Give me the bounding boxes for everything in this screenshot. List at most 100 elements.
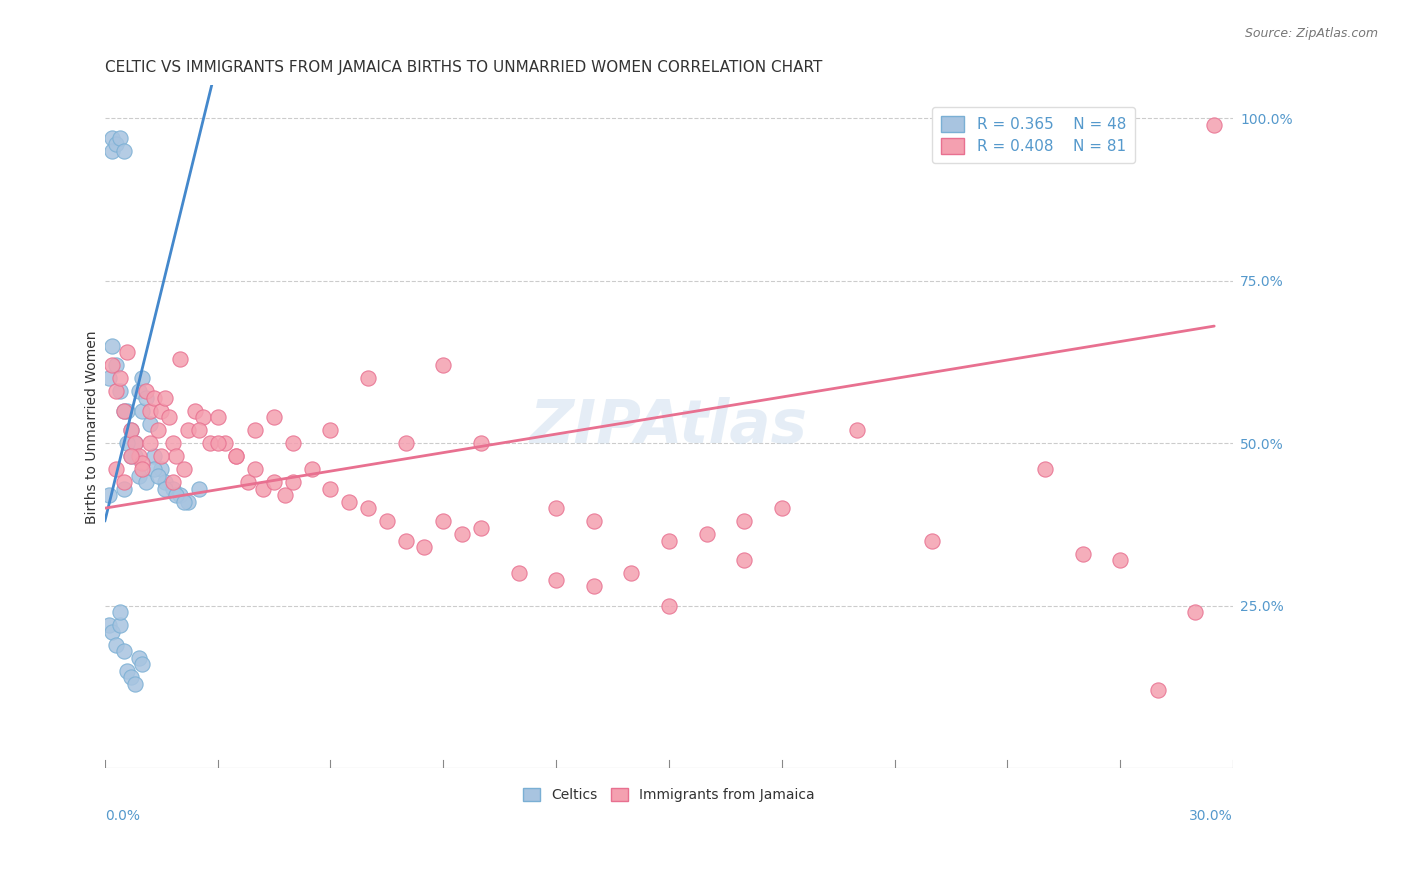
Point	[112, 482, 135, 496]
Point	[120, 423, 142, 437]
Point	[173, 494, 195, 508]
Point	[124, 449, 146, 463]
Point	[508, 566, 530, 581]
Point	[153, 391, 176, 405]
Point	[1184, 605, 1206, 619]
Point	[274, 488, 297, 502]
Point	[470, 436, 492, 450]
Point	[696, 527, 718, 541]
Point	[105, 384, 128, 398]
Point	[173, 462, 195, 476]
Point	[101, 338, 124, 352]
Point	[131, 462, 153, 476]
Y-axis label: Births to Unmarried Women: Births to Unmarried Women	[86, 330, 100, 524]
Point	[165, 488, 187, 502]
Point	[146, 468, 169, 483]
Point	[112, 644, 135, 658]
Point	[139, 403, 162, 417]
Point	[582, 579, 605, 593]
Point	[245, 462, 267, 476]
Point	[319, 482, 342, 496]
Point	[245, 423, 267, 437]
Point	[135, 475, 157, 490]
Point	[733, 514, 755, 528]
Point	[546, 573, 568, 587]
Point	[124, 436, 146, 450]
Point	[225, 449, 247, 463]
Point	[150, 449, 173, 463]
Point	[112, 403, 135, 417]
Point	[108, 130, 131, 145]
Point	[470, 521, 492, 535]
Point	[131, 403, 153, 417]
Point	[105, 462, 128, 476]
Point	[263, 410, 285, 425]
Point	[117, 345, 139, 359]
Point	[105, 136, 128, 151]
Point	[124, 677, 146, 691]
Point	[1146, 683, 1168, 698]
Point	[131, 657, 153, 672]
Text: 0.0%: 0.0%	[105, 809, 139, 823]
Point	[432, 358, 454, 372]
Point	[658, 599, 681, 613]
Point	[97, 488, 120, 502]
Point	[128, 650, 150, 665]
Point	[162, 436, 184, 450]
Point	[150, 462, 173, 476]
Point	[176, 494, 198, 508]
Point	[120, 670, 142, 684]
Point	[1071, 547, 1094, 561]
Point	[131, 371, 153, 385]
Point	[187, 482, 209, 496]
Point	[1204, 118, 1226, 132]
Point	[733, 553, 755, 567]
Point	[124, 436, 146, 450]
Point	[101, 130, 124, 145]
Point	[108, 371, 131, 385]
Point	[128, 449, 150, 463]
Point	[236, 475, 259, 490]
Point	[1033, 462, 1056, 476]
Point	[546, 501, 568, 516]
Text: CELTIC VS IMMIGRANTS FROM JAMAICA BIRTHS TO UNMARRIED WOMEN CORRELATION CHART: CELTIC VS IMMIGRANTS FROM JAMAICA BIRTHS…	[105, 60, 823, 75]
Point	[120, 449, 142, 463]
Point	[142, 462, 165, 476]
Point	[139, 436, 162, 450]
Point	[135, 391, 157, 405]
Point	[97, 371, 120, 385]
Legend: Celtics, Immigrants from Jamaica: Celtics, Immigrants from Jamaica	[516, 781, 821, 809]
Point	[105, 638, 128, 652]
Point	[207, 410, 229, 425]
Point	[432, 514, 454, 528]
Point	[191, 410, 214, 425]
Point	[117, 403, 139, 417]
Point	[101, 624, 124, 639]
Point	[207, 436, 229, 450]
Point	[108, 618, 131, 632]
Point	[921, 533, 943, 548]
Point	[142, 391, 165, 405]
Point	[375, 514, 398, 528]
Point	[395, 436, 418, 450]
Point	[176, 423, 198, 437]
Point	[225, 449, 247, 463]
Point	[582, 514, 605, 528]
Point	[120, 449, 142, 463]
Point	[150, 403, 173, 417]
Point	[357, 501, 380, 516]
Point	[131, 456, 153, 470]
Point	[770, 501, 793, 516]
Point	[117, 664, 139, 678]
Point	[128, 468, 150, 483]
Point	[395, 533, 418, 548]
Point	[101, 358, 124, 372]
Point	[135, 384, 157, 398]
Point	[184, 403, 207, 417]
Point	[142, 449, 165, 463]
Point	[108, 605, 131, 619]
Point	[112, 475, 135, 490]
Text: ZIPAtlas: ZIPAtlas	[530, 397, 808, 457]
Point	[263, 475, 285, 490]
Point	[846, 423, 869, 437]
